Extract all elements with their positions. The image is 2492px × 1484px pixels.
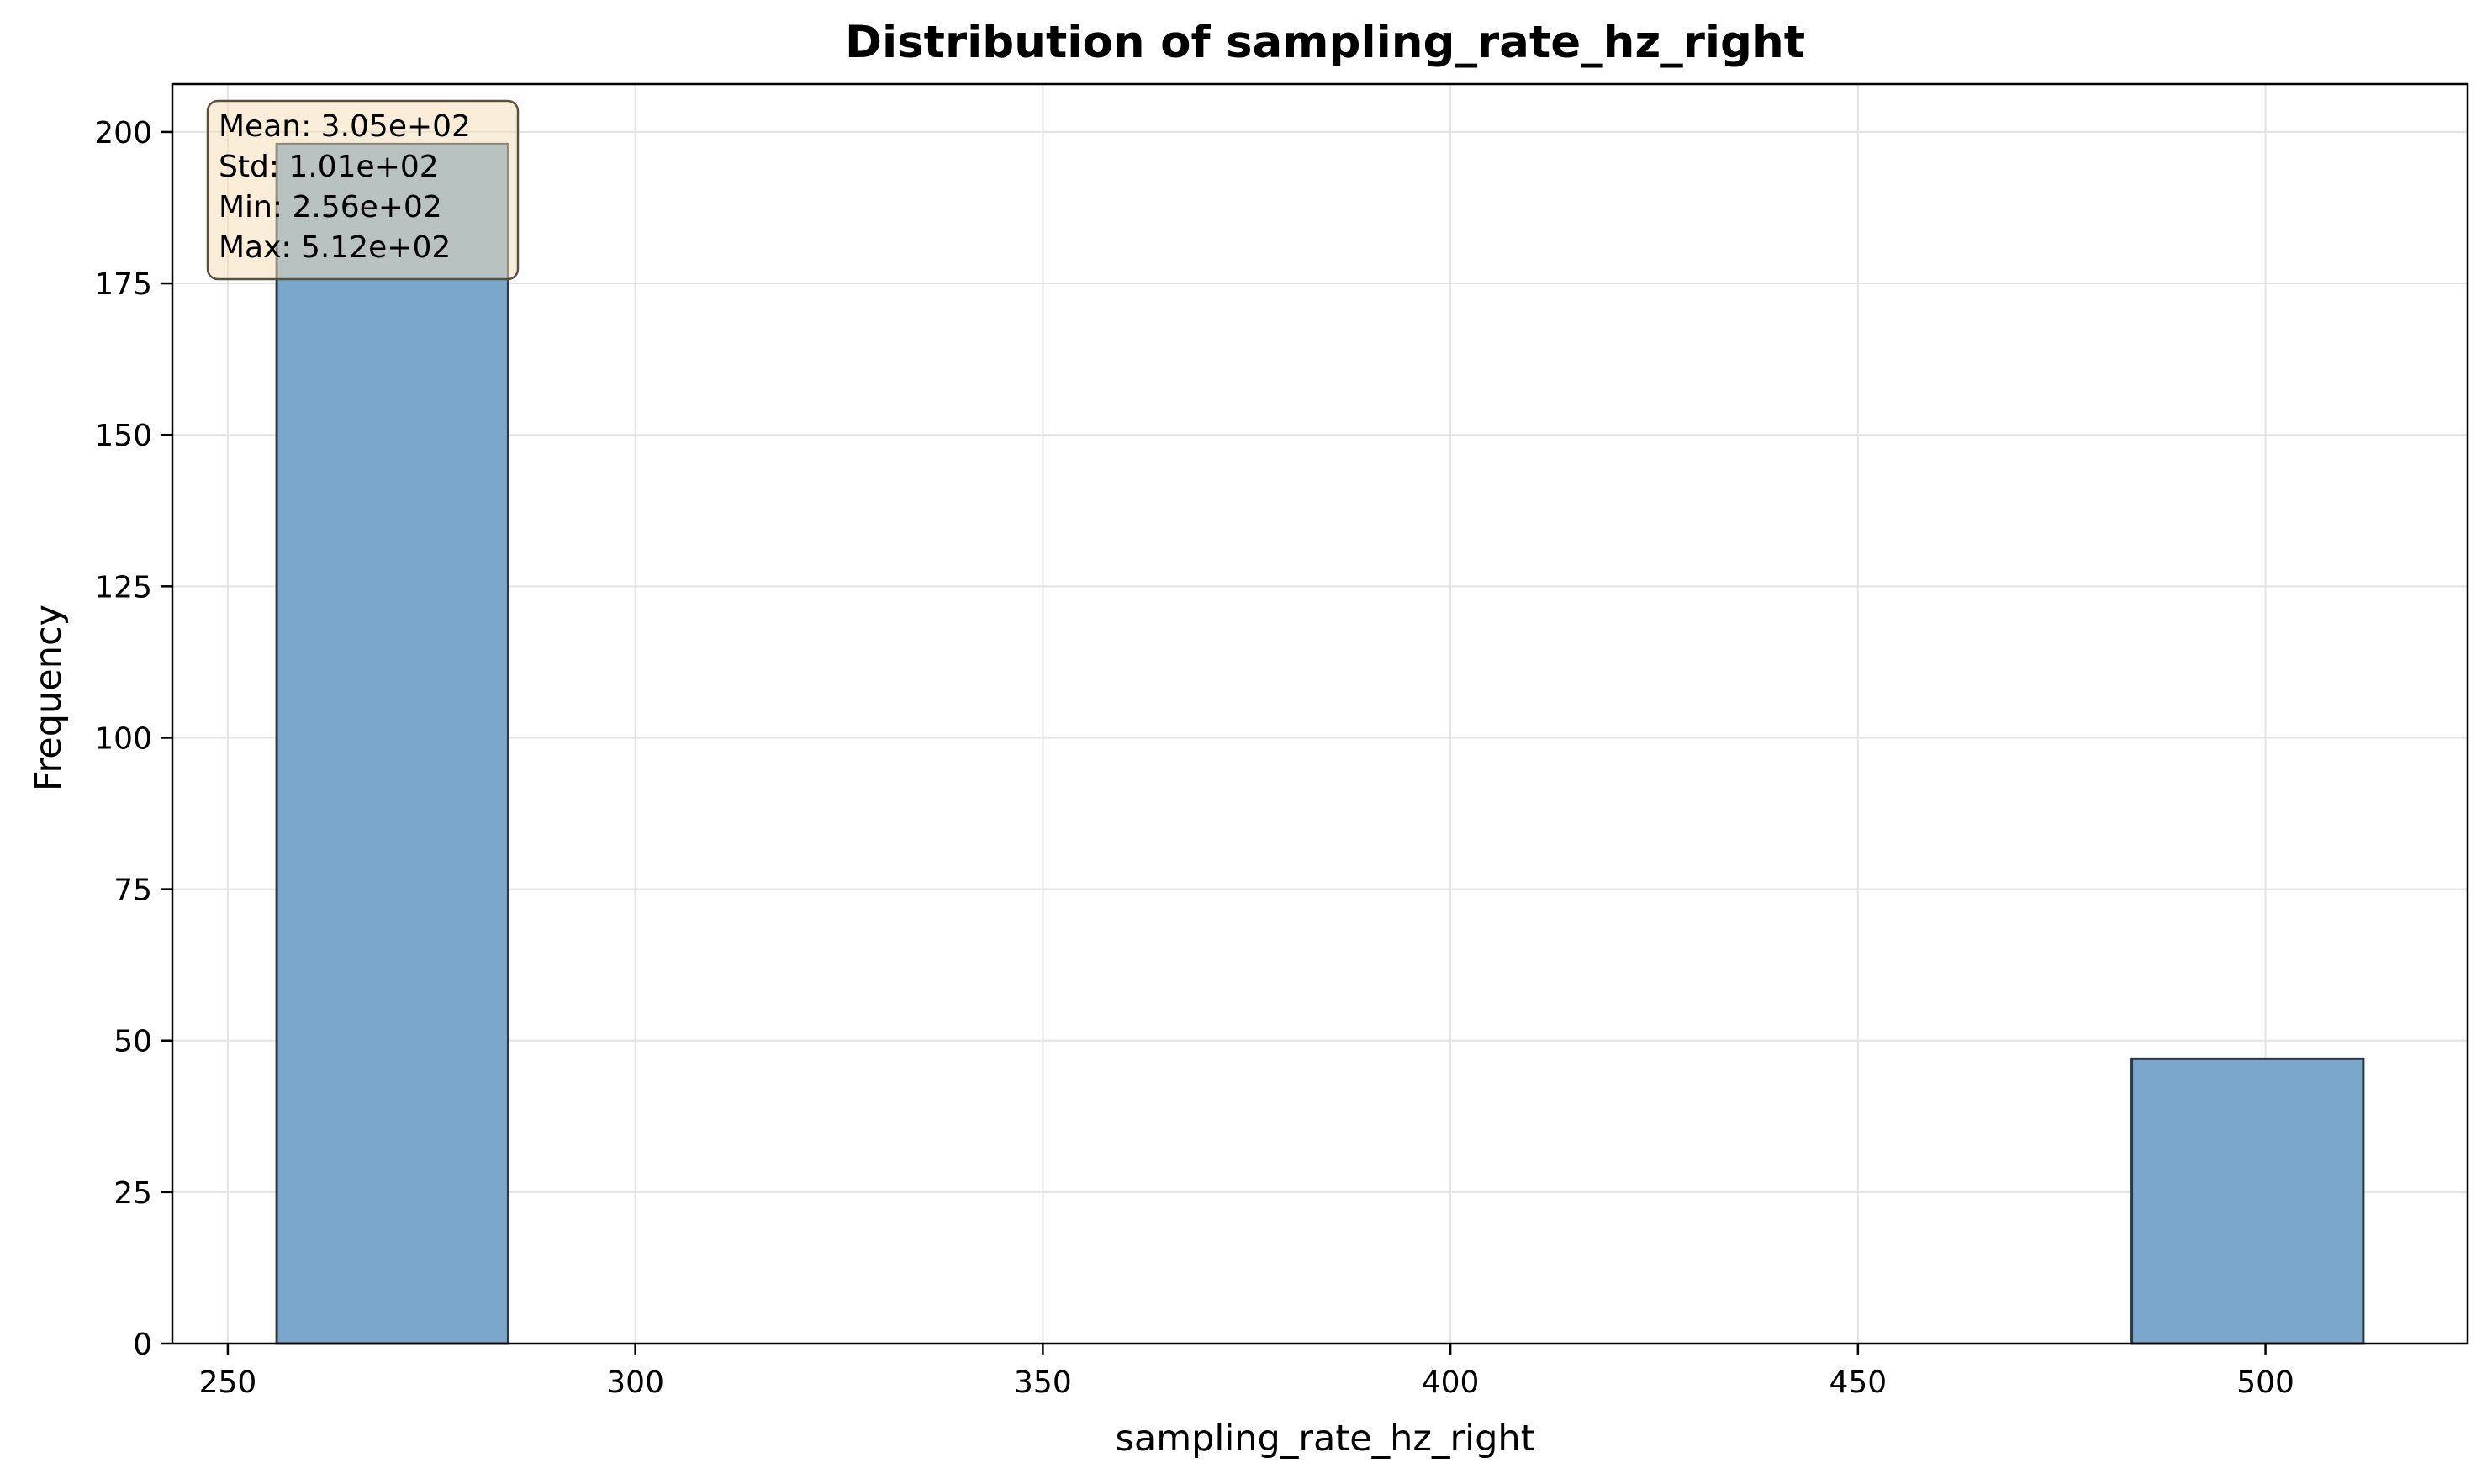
histogram-bars — [275, 142, 2365, 1345]
y-tick-label-4: 100 — [94, 721, 152, 756]
x-tick-label-4: 450 — [1829, 1365, 1887, 1400]
stats-std: Std: 1.01e+02 — [219, 150, 439, 184]
y-tick-label-3: 75 — [114, 874, 152, 908]
histogram-bar-0 — [275, 142, 509, 1345]
x-axis-ticks: 250 300 350 400 450 500 — [199, 1344, 2294, 1400]
y-tick-label-6: 150 — [94, 419, 152, 453]
y-axis-ticks: 0 25 50 75 100 125 150 175 200 — [94, 116, 172, 1362]
histogram-bar-8 — [2130, 1057, 2365, 1345]
stats-max: Max: 5.12e+02 — [219, 230, 451, 265]
stats-min: Min: 2.56e+02 — [219, 190, 442, 224]
x-tick-label-1: 300 — [606, 1365, 664, 1400]
chart-title: Distribution of sampling_rate_hz_right — [845, 17, 1805, 68]
x-tick-label-3: 400 — [1422, 1365, 1480, 1400]
x-tick-label-2: 350 — [1014, 1365, 1072, 1400]
y-tick-label-7: 175 — [94, 267, 152, 302]
x-tick-label-5: 500 — [2236, 1365, 2294, 1400]
stats-mean: Mean: 3.05e+02 — [219, 109, 471, 144]
y-tick-label-5: 125 — [94, 570, 152, 605]
x-axis-label: sampling_rate_hz_right — [1115, 1418, 1534, 1460]
grid-lines — [172, 84, 2468, 1344]
x-tick-label-0: 250 — [199, 1365, 257, 1400]
y-tick-label-1: 25 — [114, 1176, 152, 1211]
y-tick-label-0: 0 — [133, 1328, 152, 1362]
statistics-box-background — [206, 99, 520, 281]
plot-area-frame — [171, 82, 2469, 1345]
statistics-box: Mean: 3.05e+02 Std: 1.01e+02 Min: 2.56e+… — [206, 99, 520, 281]
y-tick-label-2: 50 — [114, 1025, 152, 1059]
y-axis-label: Frequency — [28, 605, 70, 791]
y-tick-label-8: 200 — [94, 116, 152, 151]
